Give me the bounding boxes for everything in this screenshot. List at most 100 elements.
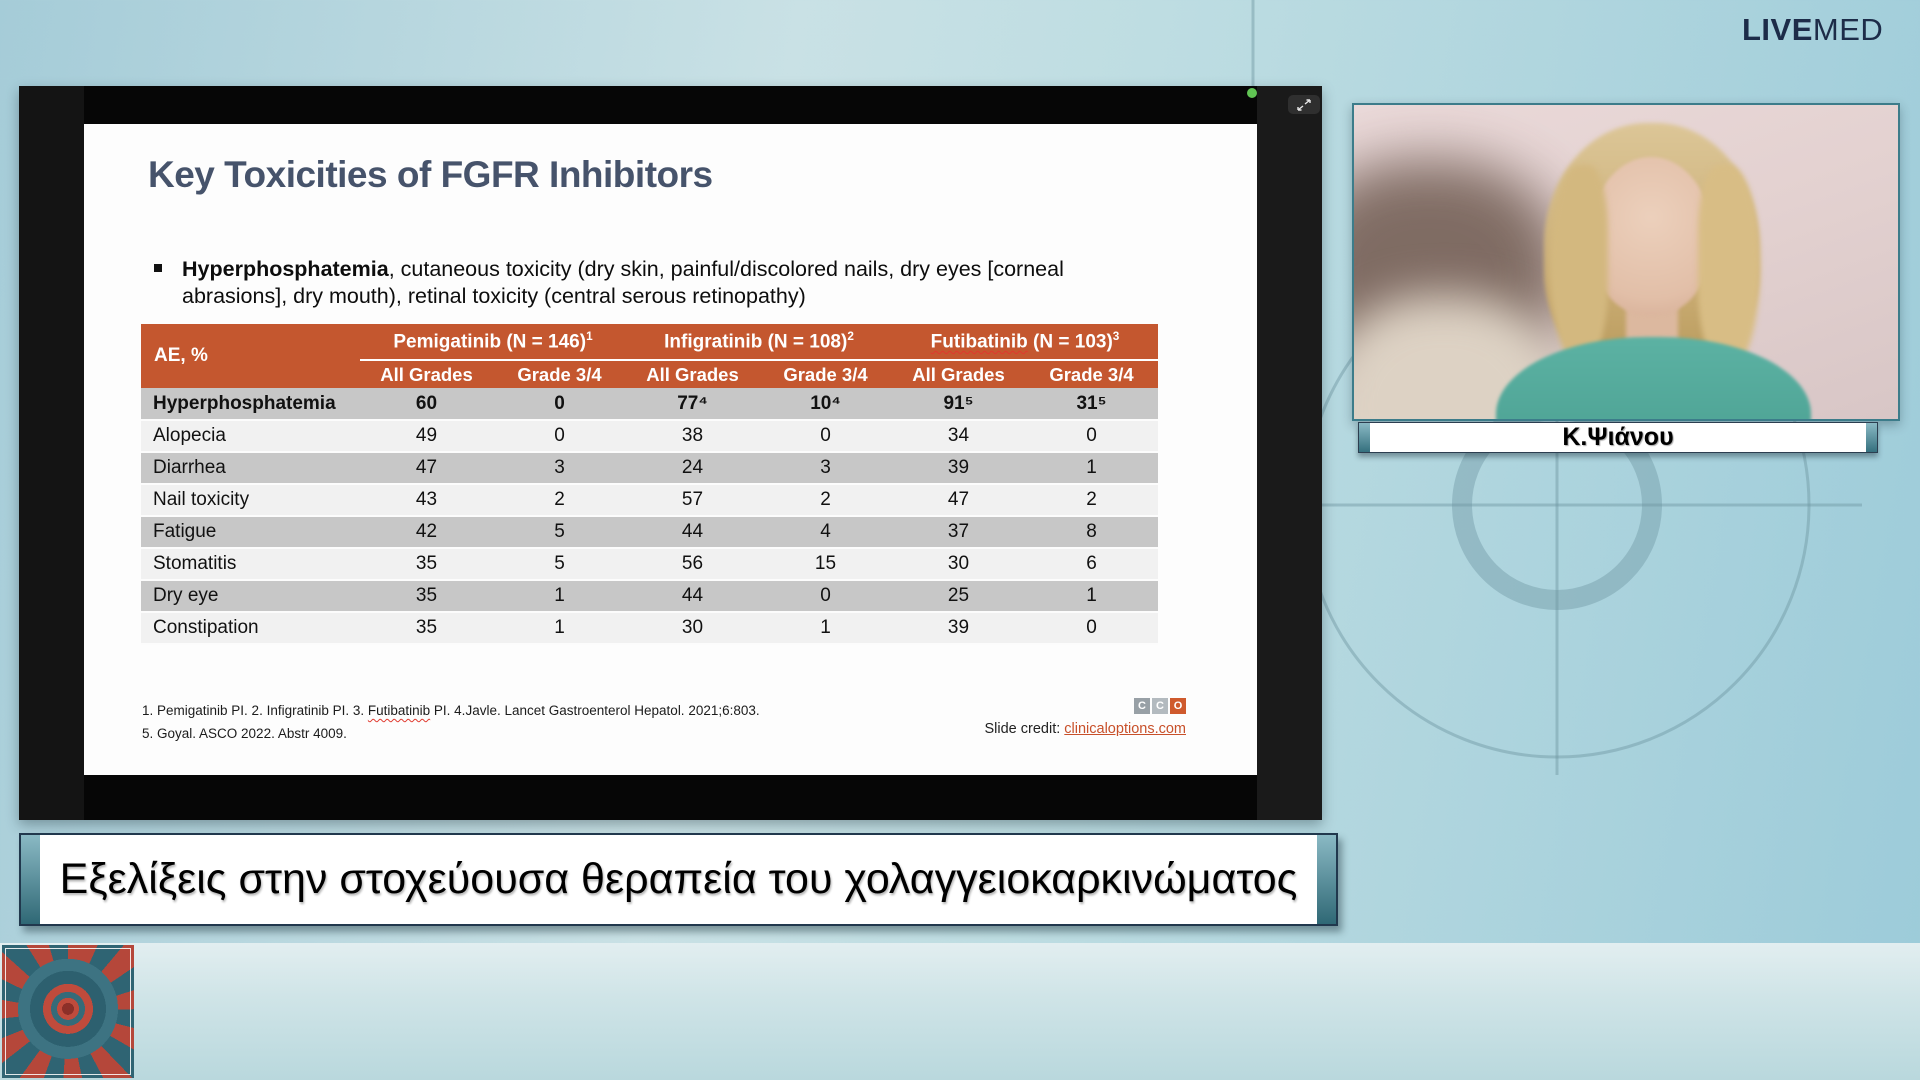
presentation-slide: Key Toxicities of FGFR Inhibitors Hyperp… [84, 124, 1257, 775]
speaker-face [1590, 157, 1712, 315]
conference-logo [2, 945, 134, 1078]
speaker-video [1352, 103, 1900, 421]
table-header: AE, % Pemigatinib (N = 146)1 Infigratinib … [141, 324, 1158, 388]
table-cell: 47 [892, 484, 1025, 517]
table-cell: 2 [493, 484, 626, 517]
table-row: Constipation 35 1 30 1 39 0 [141, 612, 1158, 645]
table-cell: 31⁵ [1025, 388, 1158, 421]
adverse-event-label: Nail toxicity [141, 484, 360, 517]
table-cell: 3 [759, 452, 892, 485]
adverse-event-label: Alopecia [141, 420, 360, 453]
livemed-logo: LIVEMED [1742, 12, 1883, 48]
adverse-event-label: Stomatitis [141, 548, 360, 581]
table-cell: 2 [1025, 484, 1158, 517]
table-cell: 1 [1025, 452, 1158, 485]
table-cell: 1 [759, 612, 892, 645]
cco-letter: C [1152, 698, 1168, 714]
table-cell: 43 [360, 484, 493, 517]
grade-subheader: Grade 3/4 [759, 360, 892, 388]
speaker-name: Κ.Ψιάνου [1562, 423, 1674, 451]
table-cell: 1 [493, 580, 626, 613]
clinicaloptions-link[interactable]: clinicaloptions.com [1064, 721, 1186, 737]
table-body: Hyperphosphatemia 60 0 77⁴ 10⁴ 91⁵ 31⁵ Alopecia… [141, 388, 1158, 645]
grade-subheader: Grade 3/4 [1025, 360, 1158, 388]
table-cell: 91⁵ [892, 388, 1025, 421]
grade-subheader: Grade 3/4 [493, 360, 626, 388]
screen-share-window: Key Toxicities of FGFR Inhibitors Hyperp… [19, 86, 1322, 820]
slide-footnotes: 1. Pemigatinib PI. 2. Infigratinib PI. 3… [142, 700, 760, 746]
footnote-text-misspelled: Futibatinib [367, 703, 431, 718]
table-cell: 2 [759, 484, 892, 517]
drug-column-header: Pemigatinib (N = 146)1 [360, 324, 626, 361]
bullet-square-icon [154, 264, 162, 272]
grade-subheader: All Grades [892, 360, 1025, 388]
speaker-hair [1550, 165, 1608, 365]
status-dot [1247, 88, 1257, 98]
table-subheader-row: All Grades Grade 3/4 All Grades Grade 3/4 Al… [141, 360, 1158, 388]
slide-canvas-margin-left [19, 86, 84, 820]
table-corner-header: AE, % [141, 324, 360, 388]
table-row: Dry eye 35 1 44 0 25 1 [141, 580, 1158, 613]
drug-column-header: Futibatinib (N = 103)3 [892, 324, 1158, 361]
grade-subheader: All Grades [626, 360, 759, 388]
bullet-rest: , cutaneous toxicity (dry skin, painful/… [182, 257, 1064, 308]
conference-footer: ΣΥΝΕΔΡΙΟ με θέμα ΕφαρμογήτωνΜοριακάΣτοχε… [0, 943, 1920, 1080]
livemed-logo-live: LIVE [1742, 12, 1813, 47]
cco-logo: C C O [1134, 698, 1186, 714]
table-cell: 6 [1025, 548, 1158, 581]
table-cell: 57 [626, 484, 759, 517]
table-row: Alopecia 49 0 38 0 34 0 [141, 420, 1158, 453]
table-row: Diarrhea 47 3 24 3 39 1 [141, 452, 1158, 485]
adverse-event-label: Fatigue [141, 516, 360, 549]
footnote-line-2: 5. Goyal. ASCO 2022. Abstr 4009. [142, 725, 347, 741]
table-cell: 4 [759, 516, 892, 549]
talk-title: Εξελίξεις στην στοχεύουσα θεραπεία του χ… [59, 855, 1298, 903]
livemed-logo-med: MED [1812, 12, 1884, 47]
slide-credit-label: Slide credit: [984, 721, 1065, 737]
cco-letter: O [1170, 698, 1186, 714]
table-row: Stomatitis 35 5 56 15 30 6 [141, 548, 1158, 581]
table-cell: 35 [360, 612, 493, 645]
table-cell: 3 [493, 452, 626, 485]
slide-canvas-margin-right [1257, 86, 1322, 820]
table-cell: 0 [759, 580, 892, 613]
table-row: Fatigue 42 5 44 4 37 8 [141, 516, 1158, 549]
bullet-lead: Hyperphosphatemia [182, 257, 389, 281]
table-cell: 37 [892, 516, 1025, 549]
adverse-event-label: Constipation [141, 612, 360, 645]
footnote-text: 1. Pemigatinib PI. 2. Infigratinib PI. 3… [142, 703, 368, 718]
table-cell: 47 [360, 452, 493, 485]
table-cell: 30 [892, 548, 1025, 581]
table-cell: 0 [1025, 612, 1158, 645]
slide-bullet: Hyperphosphatemia, cutaneous toxicity (d… [154, 256, 1094, 310]
table-cell: 39 [892, 452, 1025, 485]
table-cell: 1 [493, 612, 626, 645]
table-cell: 0 [1025, 420, 1158, 453]
speaker-hair [1698, 165, 1760, 370]
footnote-text: PI. 4.Javle. Lancet Gastroenterol Hepato… [430, 703, 760, 718]
collapse-view-button[interactable] [1288, 95, 1320, 114]
table-cell: 60 [360, 388, 493, 421]
table-cell: 39 [892, 612, 1025, 645]
collapse-arrows-icon [1297, 98, 1311, 111]
table-cell: 38 [626, 420, 759, 453]
table-cell: 0 [759, 420, 892, 453]
table-cell: 44 [626, 580, 759, 613]
table-cell: 49 [360, 420, 493, 453]
table-cell: 0 [493, 420, 626, 453]
table-cell: 44 [626, 516, 759, 549]
footnote-line-1: 1. Pemigatinib PI. 2. Infigratinib PI. 3… [142, 700, 760, 723]
table-cell: 1 [1025, 580, 1158, 613]
table-cell: 35 [360, 548, 493, 581]
table-cell: 15 [759, 548, 892, 581]
table-cell: 25 [892, 580, 1025, 613]
adverse-event-label: Dry eye [141, 580, 360, 613]
drug-column-header: Infigratinib (N = 108)2 [626, 324, 892, 361]
cco-letter: C [1134, 698, 1150, 714]
slide-title: Key Toxicities of FGFR Inhibitors [148, 154, 713, 195]
table-cell: 35 [360, 580, 493, 613]
table-cell: 34 [892, 420, 1025, 453]
table-cell: 5 [493, 516, 626, 549]
grade-subheader: All Grades [360, 360, 493, 388]
bullet-text: Hyperphosphatemia, cutaneous toxicity (d… [182, 256, 1087, 310]
